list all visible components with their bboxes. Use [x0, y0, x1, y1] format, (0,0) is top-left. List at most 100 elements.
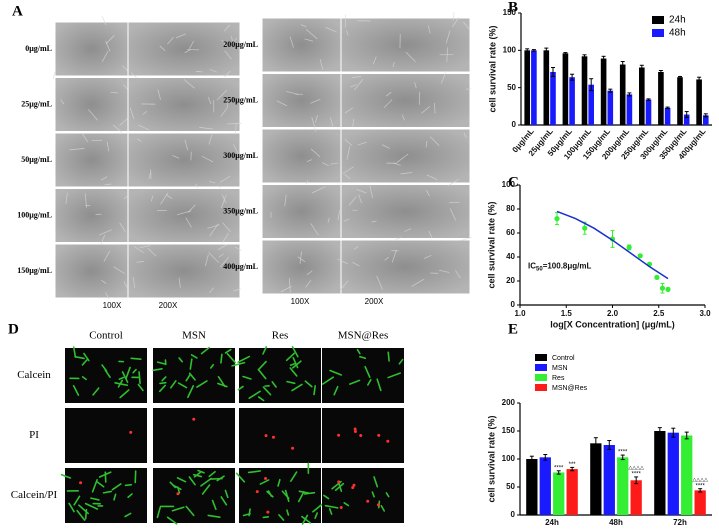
y-tick-label: 50: [507, 83, 516, 92]
concentration-label: 50μg/mL: [21, 155, 52, 164]
cell-texture: [369, 185, 373, 198]
cell-texture: [352, 261, 360, 267]
fluorescence-image: [239, 348, 321, 403]
legend-label: 48h: [669, 28, 686, 39]
legend-swatch: [535, 364, 547, 371]
cell-texture: [306, 159, 312, 162]
green-cell: [73, 495, 81, 506]
concentration-label: 25μg/mL: [21, 99, 52, 108]
micrograph: [261, 184, 342, 239]
green-cell: [242, 375, 252, 380]
cell-texture: [99, 229, 112, 236]
green-cell: [333, 385, 339, 396]
green-cell: [127, 493, 133, 499]
cell-texture: [60, 99, 65, 105]
concentration-label: 100μg/mL: [17, 210, 52, 219]
magnification-label: 200X: [159, 301, 178, 310]
error-bar: [671, 427, 676, 438]
cell-texture: [201, 155, 214, 163]
bar: [645, 99, 652, 125]
green-cell: [398, 358, 404, 365]
annotation-part: 50: [536, 266, 543, 272]
cell-texture: [322, 162, 329, 167]
green-cell: [81, 358, 88, 366]
fluorescence-image: [239, 468, 321, 523]
cell-texture: [425, 140, 428, 148]
green-cell: [314, 512, 318, 520]
green-cell: [277, 478, 281, 487]
significance-label: ****: [554, 465, 564, 471]
cell-texture: [130, 72, 137, 78]
red-cell: [353, 429, 357, 433]
micrograph: [340, 184, 471, 239]
cell-texture: [400, 172, 413, 175]
y-tick-label: 100: [502, 180, 516, 189]
x-tick-label: 24h: [545, 518, 559, 527]
cell-texture: [139, 245, 151, 249]
cell-texture: [414, 82, 417, 89]
green-cell: [328, 508, 333, 515]
cell-texture: [160, 192, 169, 205]
red-cell: [386, 439, 390, 443]
red-cell: [176, 492, 180, 496]
green-cell: [262, 346, 268, 355]
content: A B C D E 0μg/mL 25μg/mL 50μg/mL 100μg/mL 150μg/m…: [8, 0, 712, 527]
green-cell: [281, 490, 290, 500]
cell-texture: [411, 278, 425, 287]
green-cell: [68, 502, 75, 513]
green-cell: [301, 515, 312, 524]
concentration-label: 0μg/mL: [25, 44, 52, 53]
cell-texture: [142, 110, 148, 115]
green-cell: [200, 346, 210, 355]
red-cell: [377, 433, 381, 437]
cell-texture: [305, 279, 312, 288]
green-cell: [192, 473, 203, 478]
column-label: MSN@Res: [338, 330, 388, 342]
row-label: Calcein: [17, 369, 51, 381]
green-cell: [96, 481, 105, 488]
green-cell: [248, 390, 261, 399]
green-cell: [224, 489, 229, 499]
green-cell: [348, 379, 361, 385]
bar: [600, 58, 607, 126]
y-tick-label: 20: [506, 276, 515, 285]
concentration-label: 350μg/mL: [223, 206, 258, 215]
red-cell: [337, 480, 341, 484]
cell-texture: [199, 126, 214, 130]
red-cell: [192, 417, 196, 421]
green-cell: [367, 379, 372, 386]
micrograph: [261, 128, 342, 184]
micrograph: [127, 188, 241, 243]
column-label: Control: [89, 330, 123, 342]
cell-texture: [329, 117, 334, 128]
bar: [553, 472, 565, 515]
cell-texture: [426, 174, 438, 181]
red-cell: [366, 499, 370, 503]
cell-texture: [454, 269, 461, 279]
x-tick-label: 2.5: [653, 309, 665, 318]
error-bar: [639, 64, 644, 71]
green-cell: [78, 504, 89, 515]
cell-texture: [346, 146, 351, 160]
legend-swatch: [535, 374, 547, 381]
error-bar: [634, 476, 639, 485]
annotation-part: =100.8μg/mL: [543, 262, 592, 271]
delta-label: △△△△: [628, 465, 644, 471]
cell-texture: [433, 102, 436, 114]
column-label: Res: [272, 330, 289, 342]
cell-texture: [357, 141, 367, 146]
cell-texture: [314, 115, 318, 123]
cell-texture: [207, 96, 212, 105]
y-tick-label: 0: [512, 120, 517, 129]
green-cell: [84, 502, 99, 510]
green-cell: [132, 368, 137, 374]
cell-texture: [136, 261, 144, 263]
cell-texture: [187, 204, 196, 213]
green-cell: [119, 389, 130, 399]
cell-texture: [218, 253, 224, 258]
micrograph: [54, 77, 129, 132]
red-cell: [255, 490, 259, 494]
annotation-part: IC: [528, 262, 536, 271]
green-cell: [156, 361, 167, 365]
error-bar: [703, 113, 708, 118]
